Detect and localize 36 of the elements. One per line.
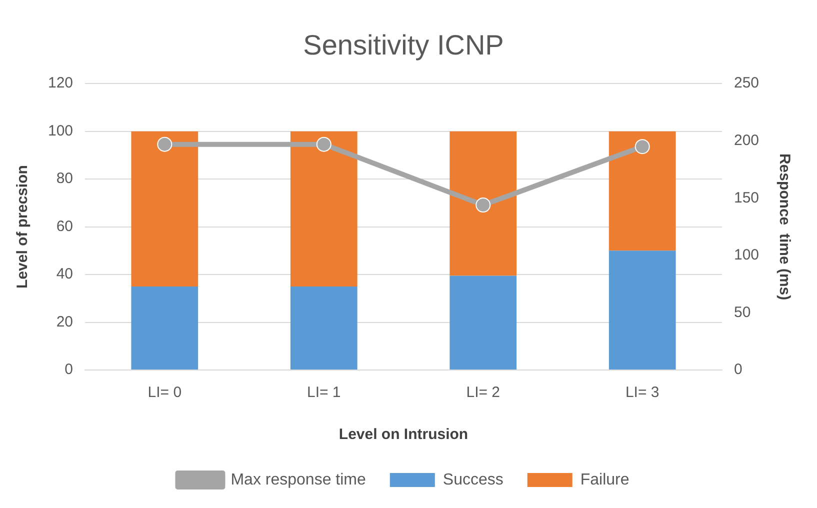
y-tick-label: 100 (48, 122, 74, 140)
bar (608, 131, 676, 251)
bar (131, 286, 198, 370)
bar (290, 286, 358, 370)
bar (608, 250, 676, 370)
point (634, 139, 650, 154)
y-tick-label: 0 (64, 361, 74, 378)
x-tick-label: LI= 1 (306, 384, 341, 402)
y-tick-label: 40 (56, 266, 74, 283)
x-tick-label: LI= 2 (466, 384, 500, 402)
bar (290, 131, 358, 286)
y-tick-label: 20 (56, 313, 74, 330)
y2-tick-label: 250 (734, 74, 760, 92)
y-axis-title: Level of precsion (14, 165, 32, 288)
bar (450, 131, 517, 276)
x-axis-title: Level on Intrusion (338, 426, 468, 444)
x-tick-label: LI= 3 (625, 384, 660, 402)
point (316, 136, 332, 152)
legend-label: Max response time (230, 471, 366, 488)
y2-tick-label: 200 (734, 132, 760, 150)
y2-axis-title: Responce time (ms) (776, 153, 793, 300)
point (476, 198, 491, 213)
y2-tick-label: 0 (734, 361, 742, 378)
x-tick-label: LI= 0 (148, 384, 182, 402)
y-tick-label: 60 (56, 218, 74, 235)
point (157, 136, 172, 152)
y2-tick-label: 50 (734, 304, 751, 321)
legend-label: Success (442, 471, 504, 488)
legend-label: Failure (580, 471, 630, 488)
y2-tick-label: 150 (734, 189, 760, 206)
y-tick-label: 80 (56, 170, 74, 188)
chart-title: Sensitivity ICNP (303, 30, 504, 61)
bar (131, 131, 198, 286)
y-tick-label: 120 (48, 74, 74, 92)
bar (450, 276, 517, 370)
y2-tick-label: 100 (734, 246, 760, 264)
